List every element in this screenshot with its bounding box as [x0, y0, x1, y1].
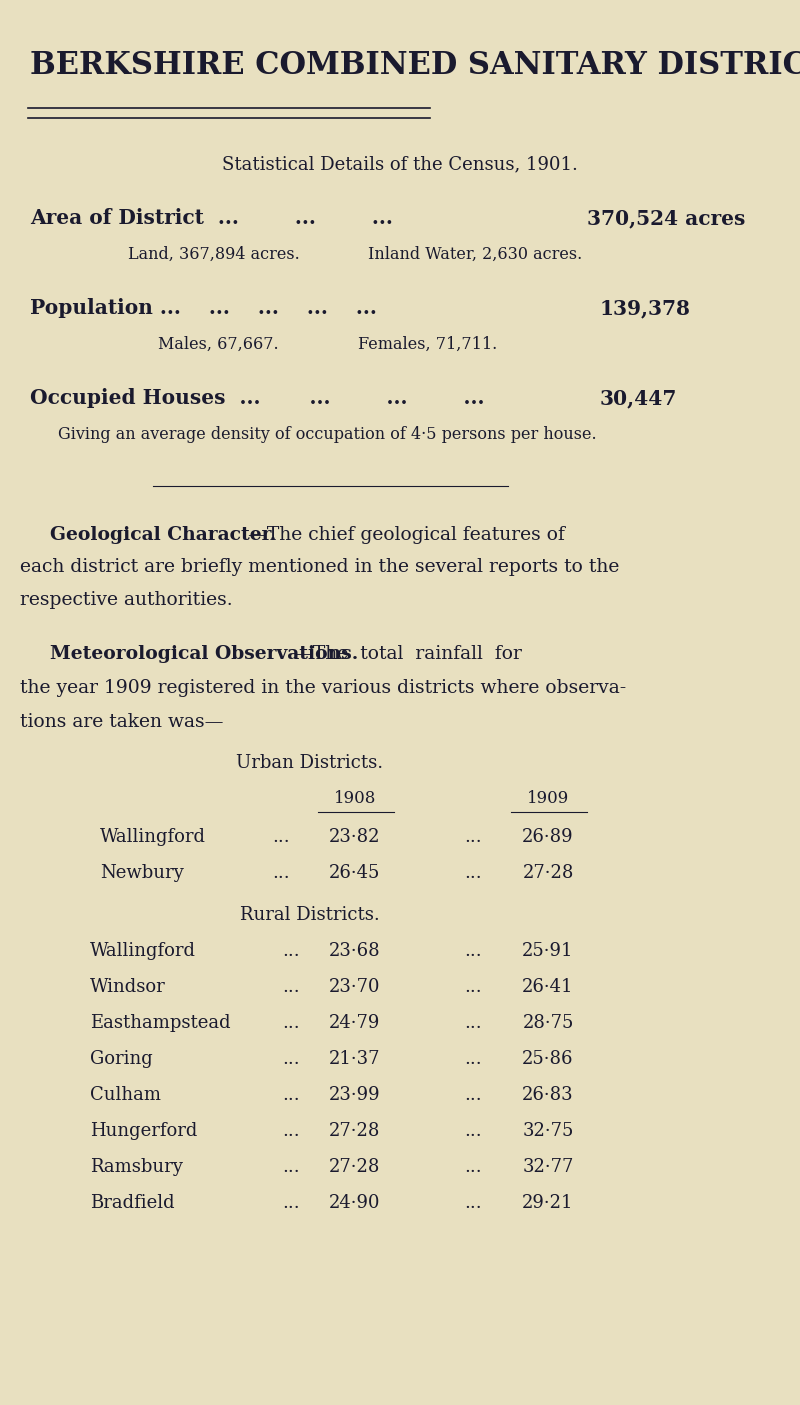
- Text: ...: ...: [464, 1050, 482, 1068]
- Text: 23·70: 23·70: [330, 978, 381, 996]
- Text: 370,524 acres: 370,524 acres: [587, 208, 746, 228]
- Text: 25·91: 25·91: [522, 941, 574, 960]
- Text: Windsor: Windsor: [90, 978, 166, 996]
- Text: ...: ...: [464, 864, 482, 882]
- Text: ...: ...: [282, 941, 300, 960]
- Text: ...: ...: [464, 1123, 482, 1139]
- Text: 23·99: 23·99: [329, 1086, 381, 1104]
- Text: Statistical Details of the Census, 1901.: Statistical Details of the Census, 1901.: [222, 155, 578, 173]
- Text: Occupied Houses  ...       ...        ...        ...: Occupied Houses ... ... ... ...: [30, 388, 485, 407]
- Text: 32·75: 32·75: [522, 1123, 574, 1139]
- Text: Wallingford: Wallingford: [100, 828, 206, 846]
- Text: ...: ...: [464, 978, 482, 996]
- Text: 32·77: 32·77: [522, 1158, 574, 1176]
- Text: 27·28: 27·28: [522, 864, 574, 882]
- Text: ...: ...: [282, 1014, 300, 1033]
- Text: 27·28: 27·28: [330, 1158, 381, 1176]
- Text: ...: ...: [272, 864, 290, 882]
- Text: Area of District  ...        ...        ...: Area of District ... ... ...: [30, 208, 393, 228]
- Text: —The  total  rainfall  for: —The total rainfall for: [294, 645, 522, 663]
- Text: 24·79: 24·79: [330, 1014, 381, 1033]
- Text: 29·21: 29·21: [522, 1194, 574, 1213]
- Text: 21·37: 21·37: [330, 1050, 381, 1068]
- Text: Population ...    ...    ...    ...    ...: Population ... ... ... ... ...: [30, 298, 377, 318]
- Text: Wallingford: Wallingford: [90, 941, 196, 960]
- Text: 23·82: 23·82: [330, 828, 381, 846]
- Text: Geological Character.: Geological Character.: [50, 525, 276, 544]
- Text: ...: ...: [464, 1194, 482, 1213]
- Text: 24·90: 24·90: [330, 1194, 381, 1213]
- Text: Easthampstead: Easthampstead: [90, 1014, 230, 1033]
- Text: ...: ...: [282, 1086, 300, 1104]
- Text: 26·41: 26·41: [522, 978, 574, 996]
- Text: Meteorological Observations.: Meteorological Observations.: [50, 645, 358, 663]
- Text: 28·75: 28·75: [522, 1014, 574, 1033]
- Text: respective authorities.: respective authorities.: [20, 592, 233, 608]
- Text: ...: ...: [464, 1086, 482, 1104]
- Text: each district are briefly mentioned in the several reports to the: each district are briefly mentioned in t…: [20, 558, 619, 576]
- Text: ...: ...: [464, 1158, 482, 1176]
- Text: Bradfield: Bradfield: [90, 1194, 174, 1213]
- Text: 26·83: 26·83: [522, 1086, 574, 1104]
- Text: BERKSHIRE COMBINED SANITARY DISTRICT.: BERKSHIRE COMBINED SANITARY DISTRICT.: [30, 51, 800, 81]
- Text: ...: ...: [464, 1014, 482, 1033]
- Text: Culham: Culham: [90, 1086, 161, 1104]
- Text: Males, 67,667.: Males, 67,667.: [158, 336, 278, 353]
- Text: ...: ...: [282, 978, 300, 996]
- Text: 139,378: 139,378: [600, 298, 691, 318]
- Text: Females, 71,711.: Females, 71,711.: [358, 336, 498, 353]
- Text: ...: ...: [282, 1050, 300, 1068]
- Text: ...: ...: [282, 1123, 300, 1139]
- Text: Inland Water, 2,630 acres.: Inland Water, 2,630 acres.: [368, 246, 582, 263]
- Text: 30,447: 30,447: [600, 388, 678, 407]
- Text: ...: ...: [272, 828, 290, 846]
- Text: ...: ...: [464, 828, 482, 846]
- Text: the year 1909 registered in the various districts where observa-: the year 1909 registered in the various …: [20, 679, 626, 697]
- Text: 1908: 1908: [334, 790, 376, 806]
- Text: tions are taken was—: tions are taken was—: [20, 712, 223, 731]
- Text: Giving an average density of occupation of 4·5 persons per house.: Giving an average density of occupation …: [58, 426, 597, 443]
- Text: Urban Districts.: Urban Districts.: [237, 754, 383, 771]
- Text: —The chief geological features of: —The chief geological features of: [248, 525, 565, 544]
- Text: Rural Districts.: Rural Districts.: [240, 906, 380, 924]
- Text: 25·86: 25·86: [522, 1050, 574, 1068]
- Text: ...: ...: [464, 941, 482, 960]
- Text: Hungerford: Hungerford: [90, 1123, 198, 1139]
- Text: Goring: Goring: [90, 1050, 153, 1068]
- Text: 27·28: 27·28: [330, 1123, 381, 1139]
- Text: 23·68: 23·68: [329, 941, 381, 960]
- Text: 1909: 1909: [527, 790, 569, 806]
- Text: Ramsbury: Ramsbury: [90, 1158, 183, 1176]
- Text: 26·45: 26·45: [330, 864, 381, 882]
- Text: ...: ...: [282, 1158, 300, 1176]
- Text: Land, 367,894 acres.: Land, 367,894 acres.: [128, 246, 300, 263]
- Text: 26·89: 26·89: [522, 828, 574, 846]
- Text: ...: ...: [282, 1194, 300, 1213]
- Text: Newbury: Newbury: [100, 864, 184, 882]
